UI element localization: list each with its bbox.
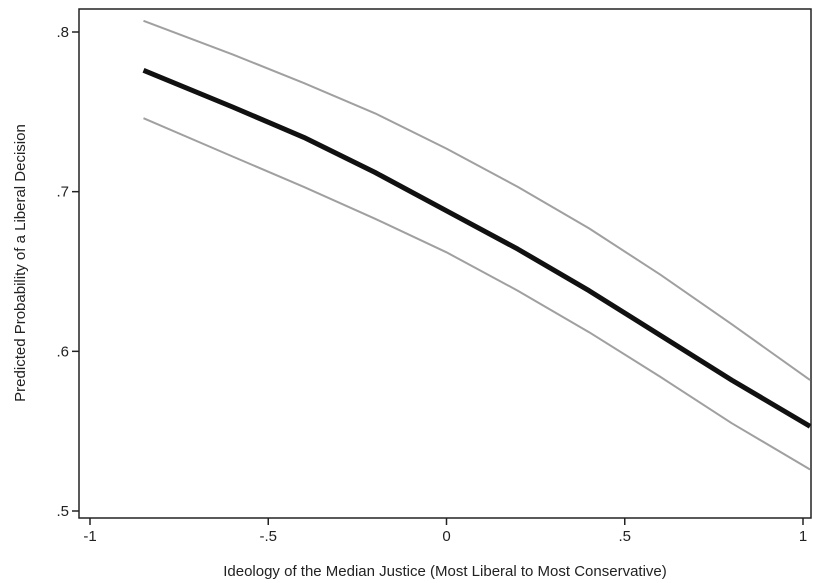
x-axis-title: Ideology of the Median Justice (Most Lib… (223, 563, 667, 580)
plot-frame (78, 8, 812, 519)
upper-bound-line (143, 19, 811, 381)
x-tick-label: 0 (442, 528, 450, 545)
x-axis: -1 -.5 0 .5 1 (83, 518, 807, 545)
y-axis-title: Predicted Probability of a Liberal Decis… (12, 124, 29, 402)
y-tick-label: .6 (56, 343, 69, 360)
y-axis: .5 .6 .7 .8 (56, 24, 79, 520)
x-tick-label: 1 (799, 528, 807, 545)
y-tick-label: .8 (56, 24, 69, 41)
estimate-line (142, 67, 812, 429)
y-tick-label: .5 (56, 503, 69, 520)
x-tick-label: -1 (83, 528, 96, 545)
x-tick-label: .5 (618, 528, 631, 545)
x-tick-label: -.5 (259, 528, 277, 545)
series-layer (142, 19, 812, 471)
lower-bound-line (143, 117, 811, 471)
y-tick-label: .7 (56, 184, 69, 201)
